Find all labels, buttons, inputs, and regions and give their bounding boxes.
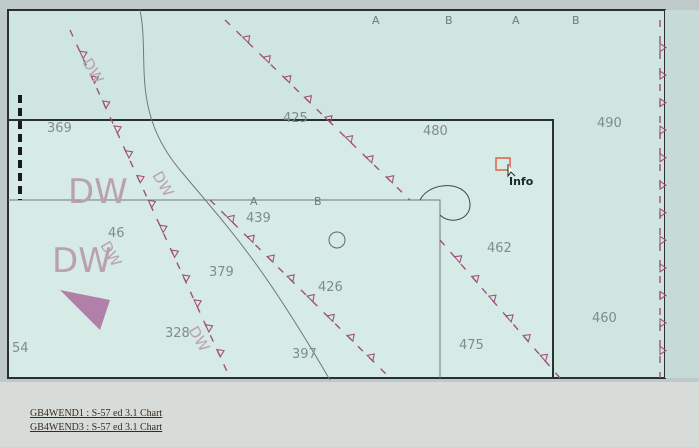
sounding: 425 — [283, 111, 308, 126]
area-label: DW — [68, 172, 128, 212]
route-marker — [286, 274, 295, 284]
anchor-symbol — [419, 185, 471, 221]
sounding: 480 — [423, 124, 448, 139]
line-letter: A — [512, 14, 520, 27]
route-marker — [659, 290, 667, 301]
route-marker — [303, 94, 313, 104]
route-marker — [306, 293, 315, 303]
route-marker — [113, 125, 123, 135]
route-marker — [522, 333, 531, 343]
route-marker — [262, 54, 271, 64]
line-letter: A — [372, 14, 380, 27]
route-marker — [659, 70, 667, 81]
boundary — [8, 199, 441, 378]
line-letter: B — [445, 14, 453, 27]
cursor — [507, 164, 516, 178]
route-marker — [90, 75, 100, 85]
inner-chart-frame — [7, 119, 554, 379]
line-letter: B — [314, 195, 322, 208]
cursor-box — [495, 157, 511, 171]
area-label: DW — [52, 241, 112, 281]
sounding: 397 — [292, 347, 317, 362]
status-line: GB4WEND1 : S-57 ed 3.1 Chart — [30, 408, 162, 419]
route-marker — [204, 323, 214, 334]
route-marker — [659, 97, 667, 108]
route-marker — [181, 274, 191, 284]
sounding: 369 — [47, 121, 72, 136]
route-marker — [323, 114, 333, 124]
route-marker — [659, 262, 667, 273]
route-marker — [266, 254, 275, 264]
route-marker — [193, 299, 203, 309]
sounding: 328 — [165, 326, 190, 341]
route — [209, 199, 391, 379]
route-marker — [158, 224, 168, 234]
route-marker — [326, 313, 335, 323]
wreck-symbol — [60, 290, 110, 330]
route-marker — [539, 353, 549, 363]
route-marker — [659, 152, 667, 163]
route-marker — [385, 174, 395, 184]
cursor-label: Info — [509, 175, 534, 188]
route-marker — [226, 214, 235, 224]
route-marker — [215, 348, 225, 358]
route-marker — [659, 42, 667, 53]
sounding: 439 — [246, 211, 271, 226]
route-marker — [659, 125, 667, 136]
route-marker — [101, 100, 111, 110]
sounding: 54 — [12, 341, 29, 356]
line-letter: B — [572, 14, 580, 27]
route-marker — [453, 255, 463, 264]
route-marker — [659, 207, 667, 218]
route-marker — [78, 50, 88, 60]
route-marker — [241, 34, 251, 44]
route-marker — [344, 134, 354, 144]
route-marker — [659, 345, 667, 356]
sounding: 460 — [592, 311, 617, 326]
sounding: 379 — [209, 265, 234, 280]
route-marker — [504, 314, 514, 324]
sounding: 475 — [459, 338, 484, 353]
route-marker — [282, 74, 292, 84]
status-line: GB4WEND3 : S-57 ed 3.1 Chart — [30, 422, 162, 433]
rock-symbol — [328, 231, 346, 249]
route-marker — [124, 149, 134, 160]
route-marker — [246, 234, 255, 244]
route — [224, 19, 411, 201]
sounding: 46 — [108, 226, 125, 241]
route-marker — [366, 353, 375, 363]
line-letter: A — [250, 195, 258, 208]
route-marker — [364, 154, 374, 164]
sounding: 462 — [487, 241, 512, 256]
depth-contour — [139, 9, 331, 381]
route-marker — [147, 199, 157, 209]
route-marker — [135, 174, 145, 184]
sounding: 426 — [318, 280, 343, 295]
route-marker — [346, 333, 355, 343]
status-panel — [0, 382, 699, 447]
route-marker — [170, 249, 180, 259]
route-marker — [470, 274, 480, 284]
route-marker — [659, 235, 667, 246]
sounding: 490 — [597, 116, 622, 131]
route-marker — [659, 317, 667, 328]
route-marker — [659, 180, 667, 191]
route-marker — [487, 294, 497, 304]
chart-margin — [665, 10, 699, 378]
